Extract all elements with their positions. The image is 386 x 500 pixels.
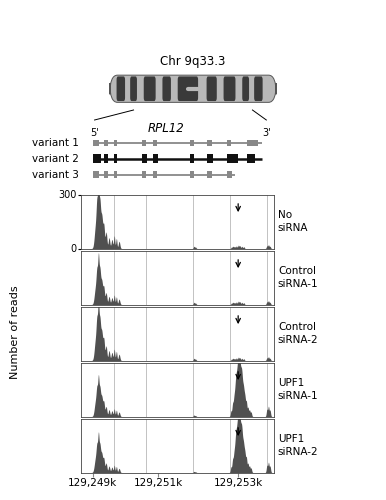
Text: 5': 5' — [90, 128, 99, 138]
Bar — [114, 172, 117, 178]
Bar — [190, 140, 193, 146]
Bar — [93, 154, 101, 162]
Bar — [142, 172, 146, 178]
Text: No
siRNA: No siRNA — [278, 210, 308, 233]
Bar — [154, 172, 157, 178]
FancyBboxPatch shape — [223, 76, 235, 101]
Bar — [104, 172, 108, 178]
Bar — [114, 140, 117, 146]
FancyBboxPatch shape — [242, 76, 249, 101]
Bar — [142, 140, 146, 146]
Bar — [208, 140, 212, 146]
Bar — [227, 140, 231, 146]
Text: variant 3: variant 3 — [32, 170, 79, 179]
Bar — [227, 172, 232, 178]
Bar — [154, 140, 157, 146]
Text: variant 2: variant 2 — [32, 154, 79, 164]
Bar — [154, 154, 158, 162]
Bar — [104, 154, 108, 162]
Bar — [190, 172, 193, 178]
Bar — [227, 154, 238, 162]
Bar — [114, 154, 117, 162]
Bar — [208, 172, 212, 178]
Bar — [93, 172, 100, 178]
Title: Chr 9q33.3: Chr 9q33.3 — [160, 54, 226, 68]
FancyBboxPatch shape — [130, 76, 137, 101]
FancyBboxPatch shape — [254, 76, 262, 101]
FancyBboxPatch shape — [178, 76, 198, 101]
Text: Number of reads: Number of reads — [10, 286, 20, 380]
Bar — [93, 140, 100, 146]
Bar — [142, 154, 147, 162]
Text: variant 1: variant 1 — [32, 138, 79, 148]
Bar — [208, 154, 213, 162]
Bar — [190, 154, 195, 162]
Text: 3': 3' — [262, 128, 271, 138]
Bar — [247, 154, 255, 162]
FancyBboxPatch shape — [163, 76, 171, 101]
Text: Control
siRNA-1: Control siRNA-1 — [278, 266, 318, 288]
Text: UPF1
siRNA-1: UPF1 siRNA-1 — [278, 378, 318, 400]
FancyBboxPatch shape — [207, 76, 217, 101]
Bar — [104, 140, 108, 146]
FancyBboxPatch shape — [110, 75, 276, 102]
FancyBboxPatch shape — [144, 76, 156, 101]
Text: Control
siRNA-2: Control siRNA-2 — [278, 322, 318, 344]
Bar — [247, 140, 258, 146]
Text: RPL12: RPL12 — [147, 122, 185, 135]
FancyBboxPatch shape — [117, 76, 125, 101]
Text: UPF1
siRNA-2: UPF1 siRNA-2 — [278, 434, 318, 456]
